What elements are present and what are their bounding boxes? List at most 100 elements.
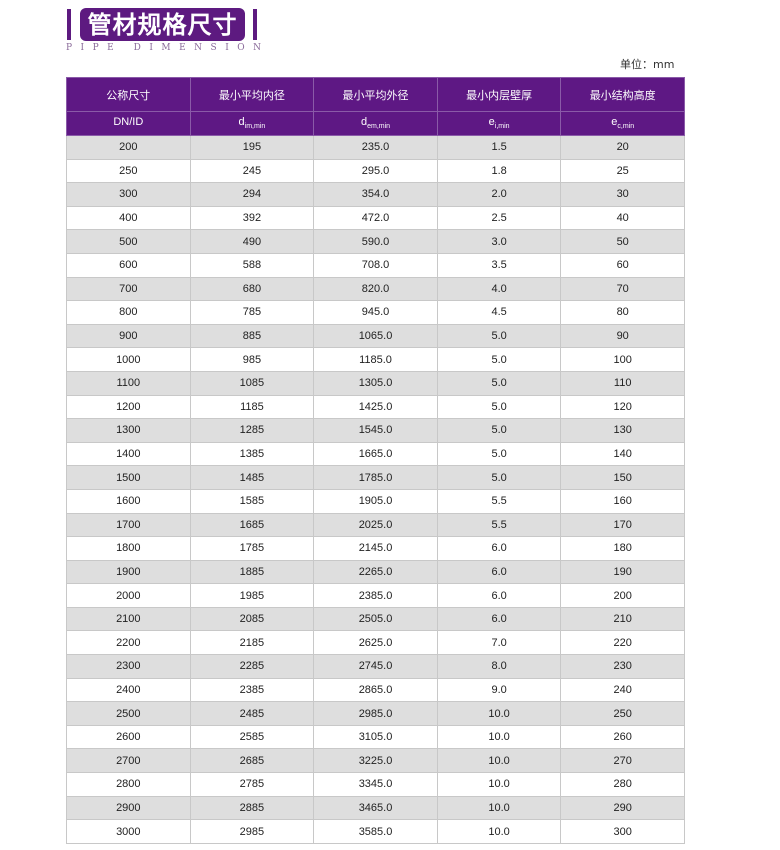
table-row: 1900 1885 2265.0 6.0 190 bbox=[66, 559, 685, 585]
table-row: 2600 2585 3105.0 10.0 260 bbox=[66, 724, 685, 750]
table-cell: 354.0 bbox=[313, 182, 438, 207]
table-cell: 1900 bbox=[66, 559, 191, 585]
unit-label: 单位：mm bbox=[620, 58, 675, 71]
table-cell: 270 bbox=[560, 748, 685, 774]
table-cell: 290 bbox=[560, 795, 685, 821]
title-bar-right bbox=[253, 9, 257, 40]
table-cell: 110 bbox=[560, 370, 685, 396]
table-cell: 1905.0 bbox=[313, 488, 438, 514]
table-cell: 2500 bbox=[66, 701, 191, 726]
table-cell: 2885 bbox=[189, 795, 315, 821]
table-cell: 1885 bbox=[189, 559, 315, 585]
dimension-table: 公称尺寸 最小平均内径 最小平均外径 最小内层壁厚 最小结构高度 DN/ID d… bbox=[66, 77, 685, 844]
table-cell: 150 bbox=[560, 465, 685, 490]
table-row: 2000 1985 2385.0 6.0 200 bbox=[66, 583, 685, 608]
symbol-cell: dem,min bbox=[313, 111, 438, 136]
table-cell: 3105.0 bbox=[313, 724, 438, 750]
symbol-row: DN/ID dim,min dem,min ei,min ec,min bbox=[66, 111, 685, 136]
table-cell: 245 bbox=[189, 158, 315, 184]
table-cell: 5.0 bbox=[436, 418, 562, 443]
table-row: 1600 1585 1905.0 5.5 160 bbox=[66, 488, 685, 514]
table-cell: 2385.0 bbox=[313, 583, 438, 608]
table-cell: 1185.0 bbox=[313, 347, 438, 372]
table-cell: 1085 bbox=[189, 370, 315, 396]
table-cell: 5.0 bbox=[436, 370, 562, 396]
table-cell: 235.0 bbox=[313, 135, 438, 160]
table-cell: 1700 bbox=[66, 512, 191, 538]
table-row: 300 294 354.0 2.0 30 bbox=[66, 182, 685, 207]
table-row: 1400 1385 1665.0 5.0 140 bbox=[66, 441, 685, 467]
table-cell: 294 bbox=[189, 182, 315, 207]
table-cell: 2745.0 bbox=[313, 654, 438, 679]
table-cell: 2.5 bbox=[436, 205, 562, 231]
table-cell: 200 bbox=[66, 135, 191, 160]
table-cell: 2700 bbox=[66, 748, 191, 774]
table-cell: 1800 bbox=[66, 536, 191, 561]
table-cell: 90 bbox=[560, 323, 685, 349]
table-cell: 260 bbox=[560, 724, 685, 750]
table-cell: 6.0 bbox=[436, 583, 562, 608]
table-cell: 680 bbox=[189, 276, 315, 302]
table-cell: 2400 bbox=[66, 677, 191, 703]
table-cell: 240 bbox=[560, 677, 685, 703]
table-row: 600 588 708.0 3.5 60 bbox=[66, 252, 685, 278]
table-cell: 250 bbox=[66, 158, 191, 184]
table-cell: 4.0 bbox=[436, 276, 562, 302]
table-cell: 820.0 bbox=[313, 276, 438, 302]
table-row: 1300 1285 1545.0 5.0 130 bbox=[66, 418, 685, 443]
table-cell: 885 bbox=[189, 323, 315, 349]
table-row: 2900 2885 3465.0 10.0 290 bbox=[66, 795, 685, 821]
table-cell: 195 bbox=[189, 135, 315, 160]
table-cell: 190 bbox=[560, 559, 685, 585]
table-cell: 4.5 bbox=[436, 300, 562, 325]
table-cell: 2300 bbox=[66, 654, 191, 679]
table-cell: 250 bbox=[560, 701, 685, 726]
table-cell: 140 bbox=[560, 441, 685, 467]
table-row: 800 785 945.0 4.5 80 bbox=[66, 300, 685, 325]
table-cell: 3585.0 bbox=[313, 819, 438, 844]
table-cell: 1425.0 bbox=[313, 394, 438, 420]
table-cell: 2485 bbox=[189, 701, 315, 726]
table-cell: 70 bbox=[560, 276, 685, 302]
page-title: 管材规格尺寸 bbox=[80, 8, 245, 41]
table-cell: 300 bbox=[66, 182, 191, 207]
table-row: 1100 1085 1305.0 5.0 110 bbox=[66, 370, 685, 396]
table-cell: 10.0 bbox=[436, 724, 562, 750]
table-cell: 1985 bbox=[189, 583, 315, 608]
table-cell: 1685 bbox=[189, 512, 315, 538]
table-row: 2100 2085 2505.0 6.0 210 bbox=[66, 606, 685, 632]
table-cell: 5.0 bbox=[436, 441, 562, 467]
table-cell: 1785 bbox=[189, 536, 315, 561]
table-cell: 1100 bbox=[66, 370, 191, 396]
table-cell: 5.0 bbox=[436, 394, 562, 420]
table-cell: 900 bbox=[66, 323, 191, 349]
table-cell: 10.0 bbox=[436, 701, 562, 726]
table-cell: 6.0 bbox=[436, 536, 562, 561]
header-row: 公称尺寸 最小平均内径 最小平均外径 最小内层壁厚 最小结构高度 bbox=[66, 77, 685, 112]
table-row: 1700 1685 2025.0 5.5 170 bbox=[66, 512, 685, 538]
table-row: 400 392 472.0 2.5 40 bbox=[66, 205, 685, 231]
table-cell: 2000 bbox=[66, 583, 191, 608]
table-cell: 3000 bbox=[66, 819, 191, 844]
table-row: 1800 1785 2145.0 6.0 180 bbox=[66, 536, 685, 561]
table-row: 700 680 820.0 4.0 70 bbox=[66, 276, 685, 302]
symbol-cell: ei,min bbox=[436, 111, 562, 136]
table-cell: 1285 bbox=[189, 418, 315, 443]
table-cell: 1400 bbox=[66, 441, 191, 467]
table-cell: 170 bbox=[560, 512, 685, 538]
table-cell: 120 bbox=[560, 394, 685, 420]
table-cell: 2085 bbox=[189, 606, 315, 632]
table-cell: 500 bbox=[66, 229, 191, 254]
table-cell: 3345.0 bbox=[313, 772, 438, 797]
header-cell: 最小结构高度 bbox=[560, 77, 685, 112]
table-row: 900 885 1065.0 5.0 90 bbox=[66, 323, 685, 349]
table-cell: 130 bbox=[560, 418, 685, 443]
table-cell: 472.0 bbox=[313, 205, 438, 231]
table-row: 3000 2985 3585.0 10.0 300 bbox=[66, 819, 685, 844]
table-cell: 2585 bbox=[189, 724, 315, 750]
table-cell: 2100 bbox=[66, 606, 191, 632]
symbol-cell: DN/ID bbox=[66, 111, 191, 136]
table-row: 2500 2485 2985.0 10.0 250 bbox=[66, 701, 685, 726]
table-cell: 1000 bbox=[66, 347, 191, 372]
table-cell: 5.0 bbox=[436, 465, 562, 490]
